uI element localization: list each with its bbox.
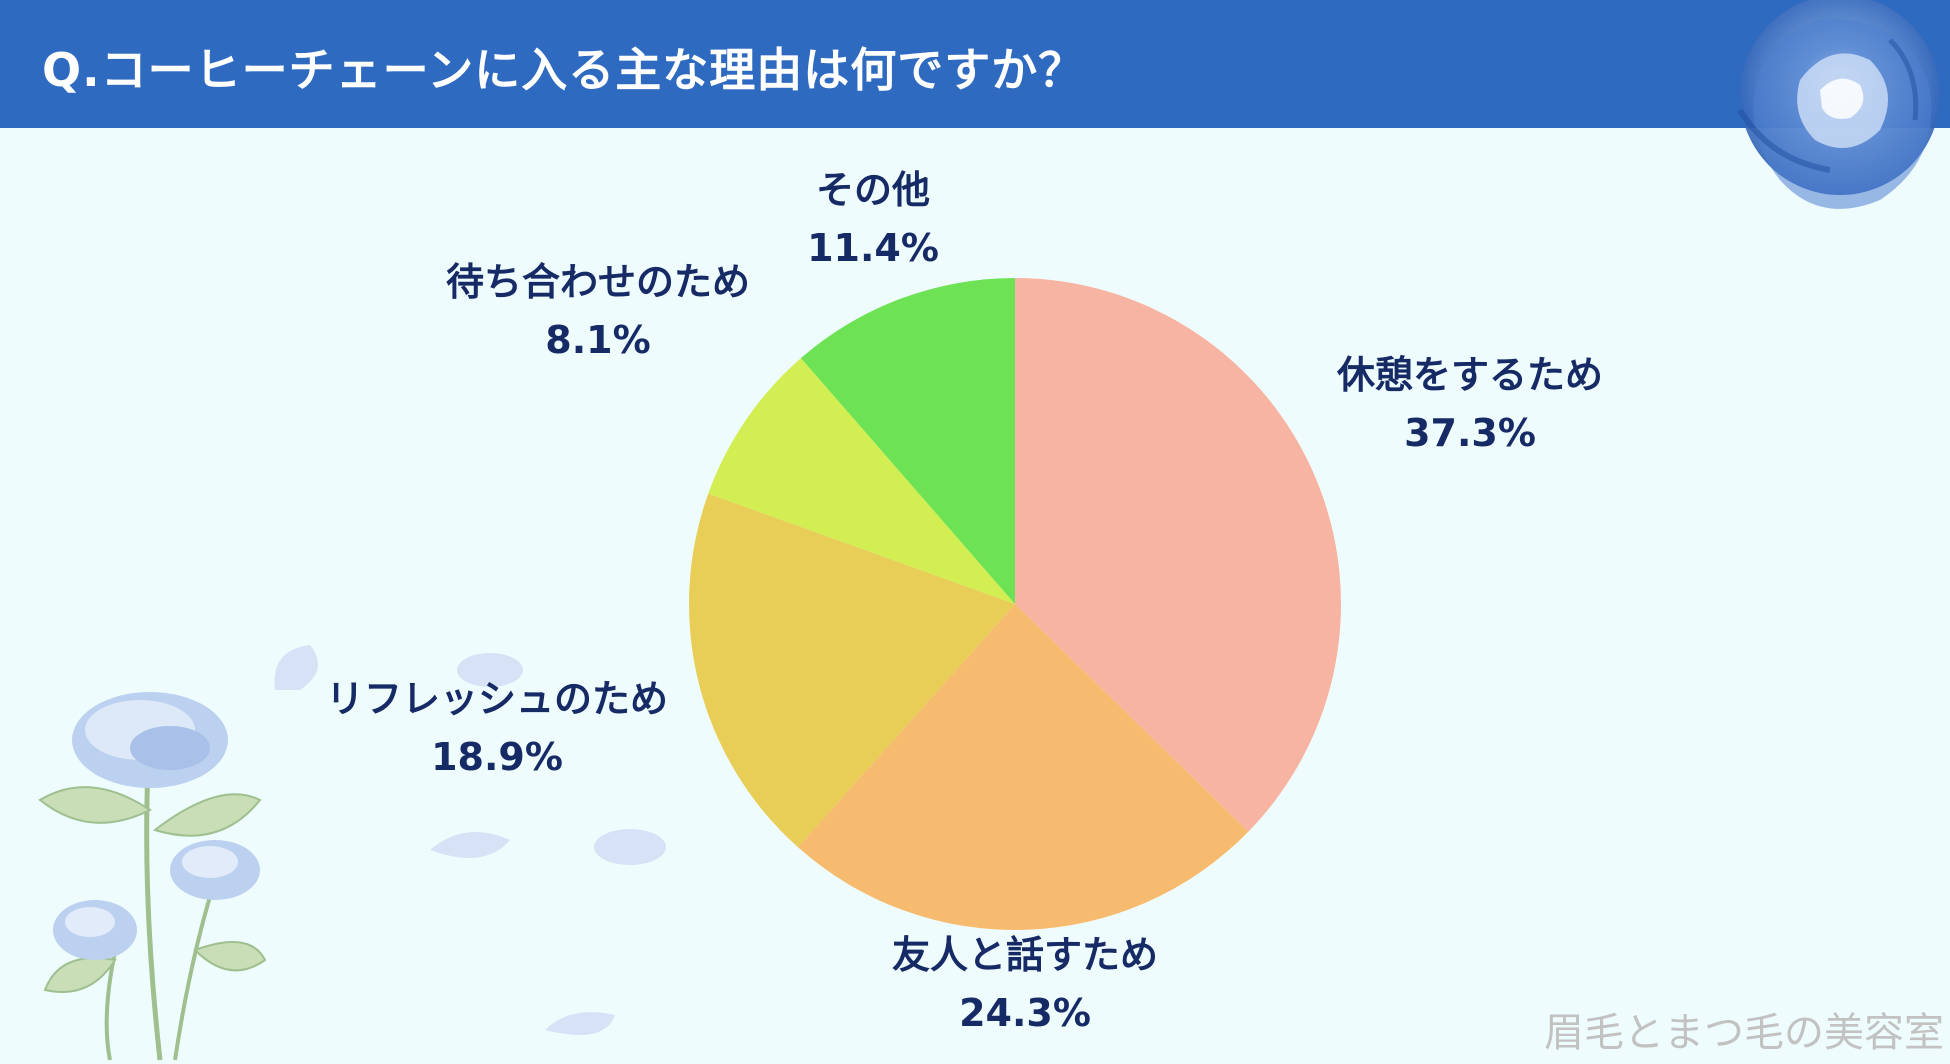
slice-label: 待ち合わせのため bbox=[446, 260, 750, 304]
blue-roses-icon bbox=[38, 692, 267, 1061]
slice-value-label: 8.1% bbox=[545, 318, 650, 362]
pie-slice bbox=[688, 493, 1015, 848]
petal-icon bbox=[430, 832, 510, 858]
blue-rose-icon bbox=[1737, 0, 1940, 209]
pie-slice bbox=[1015, 278, 1341, 832]
slice-value-label: 11.4% bbox=[807, 226, 939, 270]
slice-value-label: 24.3% bbox=[959, 991, 1091, 1035]
petal-icon bbox=[274, 645, 318, 690]
page-title: Q.コーヒーチェーンに入る主な理由は何ですか？ bbox=[42, 43, 1086, 97]
slice-label: リフレッシュのため bbox=[326, 677, 668, 721]
slice-value-label: 18.9% bbox=[431, 735, 563, 779]
petal-icon bbox=[457, 653, 523, 687]
petal-icon bbox=[545, 1012, 615, 1035]
petal-icon bbox=[594, 829, 666, 865]
watermark: 眉毛とまつ毛の美容室 bbox=[1544, 1010, 1944, 1056]
slice-label: 友人と話すため bbox=[892, 933, 1158, 977]
header-bar: Q.コーヒーチェーンに入る主な理由は何ですか？ bbox=[0, 0, 1950, 128]
slice-value-label: 37.3% bbox=[1404, 411, 1536, 455]
pie-slice bbox=[708, 358, 1015, 604]
pie-slice bbox=[800, 278, 1015, 604]
slice-label: その他 bbox=[816, 168, 930, 212]
slice-label: 休憩をするため bbox=[1336, 353, 1603, 397]
pie-slice bbox=[797, 604, 1249, 930]
